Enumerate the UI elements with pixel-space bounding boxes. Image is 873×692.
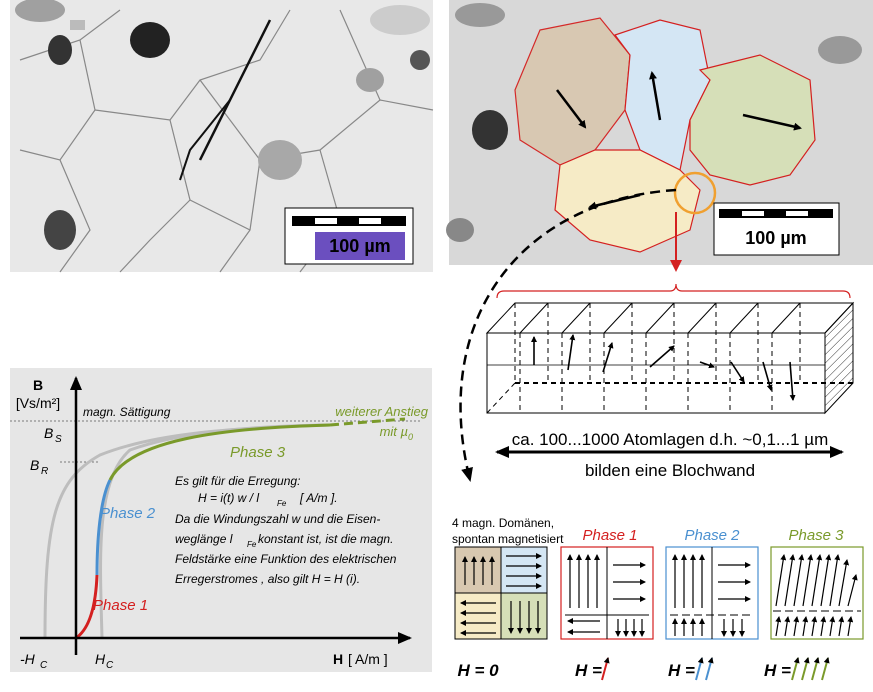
text-line: [ A/m ]. [299,491,338,505]
hysteresis-panel [10,368,432,672]
domain-arrow [556,89,587,129]
phase2-curve [95,479,112,576]
phase3-label: Phase 3 [230,444,286,461]
text-line: konstant ist, ist die magn. [258,532,393,546]
phase2-label: Phase 2 [100,505,156,522]
domains-caption-2: spontan magnetisiert [452,532,564,546]
phase3-curve [108,423,331,481]
phase3-extension [329,417,406,427]
phase1-label: Phase 1 [93,597,148,614]
left-micrograph [10,0,434,273]
saturation-label: magn. Sättigung [83,405,171,419]
right-scale-bar: 100 µm [713,202,840,256]
domain-box-phase3 [770,546,864,640]
h2-arrow-icon [695,657,714,681]
br-label: B [30,457,39,473]
br-sub: R [41,466,48,477]
hc-sub: C [106,660,114,671]
bs-label: B [44,425,53,441]
h0-label: H = 0 [457,661,499,680]
further-rise-sub-index: 0 [408,432,413,442]
bloch-wall-highlight [673,171,717,215]
neg-hc-label: -H [20,651,36,667]
text-line: Es gilt für die Erregung: [175,474,300,488]
text-line: Erregerstromes , also gilt H = H (i). [175,572,360,586]
phase1-box-label: Phase 1 [582,527,637,544]
further-rise-label: weiterer Anstieg [335,404,428,419]
grain-blue [614,19,711,171]
neg-hc-sub: C [40,660,48,671]
text-line: Da die Windungszahl w und die Eisen- [175,512,380,526]
phase1-curve [75,574,99,640]
grain-green [689,54,816,186]
domain-arrow [649,71,662,121]
left-scale-label: 100 µm [329,236,390,256]
h1-arrow-icon [601,657,610,681]
text-sub: Fe [277,499,287,508]
text-line: H = i(t) w / l [198,491,259,505]
bs-sub: S [55,434,62,445]
y-axis-unit: [Vs/m²] [16,395,60,411]
text-line: weglänge l [175,532,233,546]
domain-arrow [742,113,802,131]
text-sub: Fe [247,540,257,549]
left-scale-bar: 100 µm [284,207,414,265]
x-axis-unit: [ A/m ] [348,651,388,667]
grain-yellow [554,149,701,253]
domain-box-phase1 [560,546,654,640]
h3-label: H = [764,661,791,680]
bloch-wall-block [485,283,855,415]
excitation-text: Es gilt für die Erregung: H = i(t) w / l… [175,474,397,586]
phase3-box-label: Phase 3 [788,527,844,544]
h2-label: H = [668,661,695,680]
text-line: Feldstärke eine Funktion des elektrische… [175,552,397,566]
bloch-wall-caption: ca. 100...1000 Atomlagen d.h. ~0,1...1 µ… [512,430,828,449]
domain-box-phase2 [665,546,759,640]
hc-label: H [95,651,106,667]
x-axis-label: H [333,651,343,667]
h3-arrow-icon [791,657,830,681]
bloch-wall-label: bilden eine Blochwand [585,461,755,480]
y-axis-label: B [33,377,43,393]
h1-label: H = [575,661,602,680]
phase2-box-label: Phase 2 [684,527,740,544]
domain-arrow [588,193,641,210]
right-scale-label: 100 µm [745,228,806,248]
domain-box-h0 [454,546,548,640]
domains-caption-1: 4 magn. Domänen, [452,516,554,530]
further-rise-sub: mit µ [380,424,408,439]
